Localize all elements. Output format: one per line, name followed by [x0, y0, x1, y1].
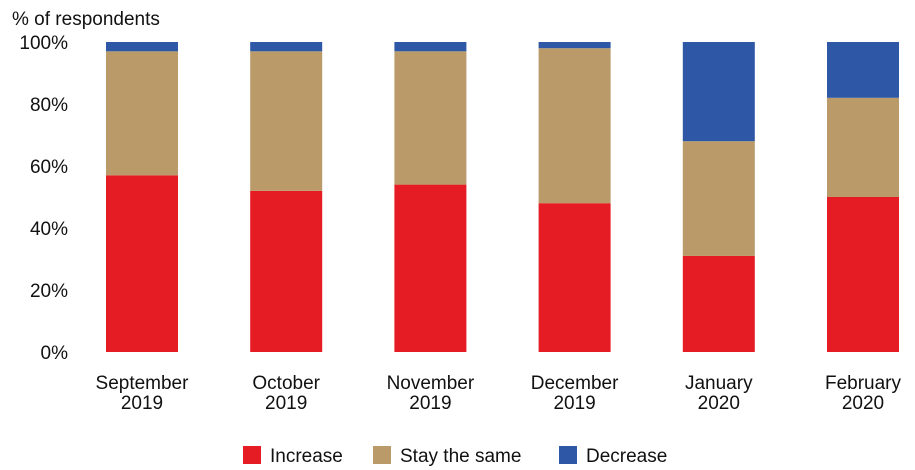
y-tick-label: 20% — [30, 281, 68, 302]
bar-increase — [682, 255, 755, 352]
bar-decrease — [827, 42, 899, 98]
x-tick-label: November 2019 — [387, 373, 475, 414]
bar-stay-the-same — [538, 48, 611, 204]
legend-label: Stay the same — [400, 446, 521, 467]
bar-increase — [827, 197, 899, 352]
bar-decrease — [394, 42, 467, 52]
x-tick-label: February 2020 — [825, 373, 902, 414]
y-tick-label: 40% — [30, 219, 68, 240]
bar-stay-the-same — [827, 97, 899, 197]
bar-decrease — [682, 42, 755, 142]
bar-decrease — [106, 42, 178, 52]
x-tick-label: September 2019 — [96, 373, 190, 414]
x-tick-label: December 2019 — [531, 373, 619, 414]
legend-label: Increase — [270, 446, 343, 467]
y-tick-label: 100% — [19, 33, 68, 54]
x-tick-label: January 2020 — [685, 373, 753, 414]
bar-increase — [394, 184, 467, 352]
bars — [106, 42, 899, 352]
x-tick-label: October 2019 — [252, 373, 320, 414]
y-tick-label: 0% — [41, 343, 69, 364]
legend: Increase Stay the same Decrease — [243, 446, 667, 467]
legend-swatch — [559, 446, 577, 464]
legend-swatch — [243, 446, 261, 464]
bar-decrease — [538, 42, 611, 49]
bar-stay-the-same — [682, 141, 755, 256]
bar-stay-the-same — [250, 51, 323, 191]
y-axis-ticks: 0% 20% 40% 60% 80% 100% — [19, 33, 68, 364]
bar-increase — [106, 175, 178, 352]
bar-increase — [538, 203, 611, 352]
y-axis-label: % of respondents — [12, 9, 160, 30]
bar-increase — [250, 190, 323, 352]
bar-stay-the-same — [394, 51, 467, 185]
legend-swatch — [373, 446, 391, 464]
bar-stay-the-same — [106, 51, 178, 176]
x-axis-ticks: September 2019 October 2019 November 2019 Dece… — [96, 373, 902, 414]
legend-label: Decrease — [586, 446, 667, 467]
y-tick-label: 80% — [30, 95, 68, 116]
y-tick-label: 60% — [30, 157, 68, 178]
bar-decrease — [250, 42, 323, 52]
